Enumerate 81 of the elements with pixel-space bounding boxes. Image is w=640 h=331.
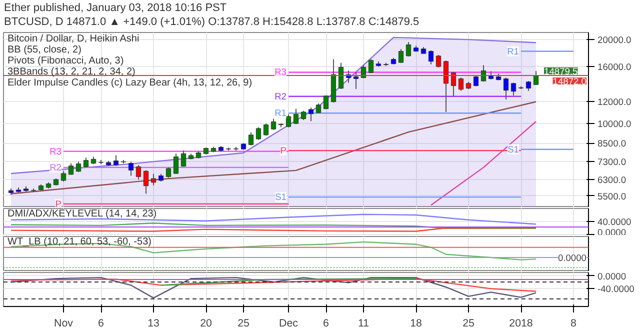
candlestick bbox=[533, 70, 539, 86]
y-tick-label: 16000.0 bbox=[598, 62, 632, 72]
candlestick bbox=[458, 77, 464, 92]
series-label: P bbox=[280, 146, 287, 156]
series-label: R2 bbox=[50, 162, 62, 172]
annotation: BB (55, close, 2) bbox=[8, 44, 82, 56]
y-tick-label: 20000.0 bbox=[598, 35, 632, 46]
candlestick bbox=[503, 77, 509, 100]
candlestick bbox=[248, 132, 254, 146]
candlestick bbox=[510, 82, 516, 96]
candlestick bbox=[286, 114, 292, 128]
annotation: 14879.5 bbox=[544, 66, 578, 76]
y-tick-label: 6300.0 bbox=[598, 175, 626, 185]
series-label: R3 bbox=[50, 146, 62, 156]
series-label: R2 bbox=[274, 91, 287, 102]
candlestick bbox=[338, 62, 344, 90]
candlestick bbox=[428, 50, 434, 65]
candlestick bbox=[308, 107, 314, 122]
annotation: 3BBands (13, 2, 21, 2, 34, 2) bbox=[8, 66, 136, 78]
candlestick bbox=[526, 80, 532, 92]
series-label: R1 bbox=[274, 108, 287, 118]
candlestick bbox=[473, 74, 479, 87]
candlestick bbox=[180, 150, 186, 168]
x-tick-label: 20 bbox=[200, 318, 212, 330]
ref-line-label: 14872.0 bbox=[552, 76, 587, 86]
x-tick-label: 25 bbox=[462, 318, 474, 330]
x-tick-label: 18 bbox=[410, 318, 422, 330]
candlestick bbox=[323, 95, 329, 110]
candlestick bbox=[443, 60, 449, 112]
candlestick bbox=[83, 157, 89, 168]
x-tick-label: 25 bbox=[238, 318, 250, 330]
x-tick-label: 2018 bbox=[509, 318, 533, 330]
candlestick bbox=[398, 48, 404, 64]
y-tick-label: 7300.0 bbox=[598, 157, 626, 168]
candlestick bbox=[353, 72, 359, 90]
y-tick-label: 8500.0 bbox=[598, 138, 626, 149]
candlestick bbox=[436, 54, 442, 68]
line-series bbox=[160, 278, 417, 286]
candlestick bbox=[143, 170, 149, 194]
series-label: S1 bbox=[508, 144, 520, 154]
x-tick-label: 8 bbox=[570, 318, 577, 330]
y-tick-label: 40.0000 bbox=[598, 217, 632, 228]
candlestick bbox=[166, 167, 172, 178]
text: BTCUSD, D 14871.0 ▲ +149.0 (+1.01%) O:13787.8 H:15428.8 L:13787.8 C:14879.5 bbox=[4, 16, 420, 28]
candlestick bbox=[300, 110, 306, 120]
annotation: 0.0000 bbox=[558, 253, 586, 263]
y-tick-label: 5500.0 bbox=[598, 191, 626, 202]
text: Ether published, January 03, 2018 10:16 PST bbox=[4, 2, 227, 14]
candlestick bbox=[263, 123, 269, 136]
annotation: Elder Impulse Candles (c) Lazy Bear (4h, 13, 12, 26, 9) bbox=[8, 78, 252, 88]
candlestick bbox=[173, 153, 179, 174]
series-label: R1 bbox=[507, 46, 520, 56]
candlestick bbox=[256, 126, 262, 140]
x-tick-label: 6 bbox=[323, 318, 330, 330]
y-tick-label: 12000.0 bbox=[598, 96, 632, 107]
candlestick bbox=[76, 161, 82, 173]
x-tick-label: 11 bbox=[358, 318, 370, 330]
candlestick bbox=[60, 170, 66, 182]
series-label: S1 bbox=[275, 192, 287, 202]
candlestick bbox=[368, 58, 374, 74]
candlestick bbox=[128, 161, 134, 176]
candlestick bbox=[113, 154, 119, 166]
x-tick-label: 13 bbox=[148, 318, 160, 330]
y-tick-label: 10000.0 bbox=[598, 119, 632, 130]
candlestick bbox=[68, 162, 74, 176]
annotation: Pivots (Fibonacci, Auto, 3) bbox=[8, 56, 124, 66]
x-tick-label: Dec bbox=[279, 318, 299, 330]
chart-title: Bitcoin / Dollar, D, Heikin Ashi bbox=[8, 34, 140, 44]
x-tick-label: Nov bbox=[54, 318, 74, 330]
candlestick bbox=[450, 72, 456, 97]
candlestick bbox=[480, 64, 486, 82]
y-tick-label: -40.0000 bbox=[598, 284, 634, 294]
series-label: R3 bbox=[274, 67, 287, 78]
y-tick-label: 0.0000 bbox=[598, 271, 626, 282]
candlestick bbox=[293, 108, 299, 125]
chart-title: DMI/ADX/KEYLEVEL (14, 14, 23) bbox=[8, 208, 157, 220]
candlestick bbox=[136, 164, 142, 180]
series-label: P bbox=[55, 198, 62, 209]
candlestick bbox=[406, 42, 412, 57]
candlestick bbox=[150, 173, 156, 186]
x-tick-label: 6 bbox=[98, 318, 104, 330]
